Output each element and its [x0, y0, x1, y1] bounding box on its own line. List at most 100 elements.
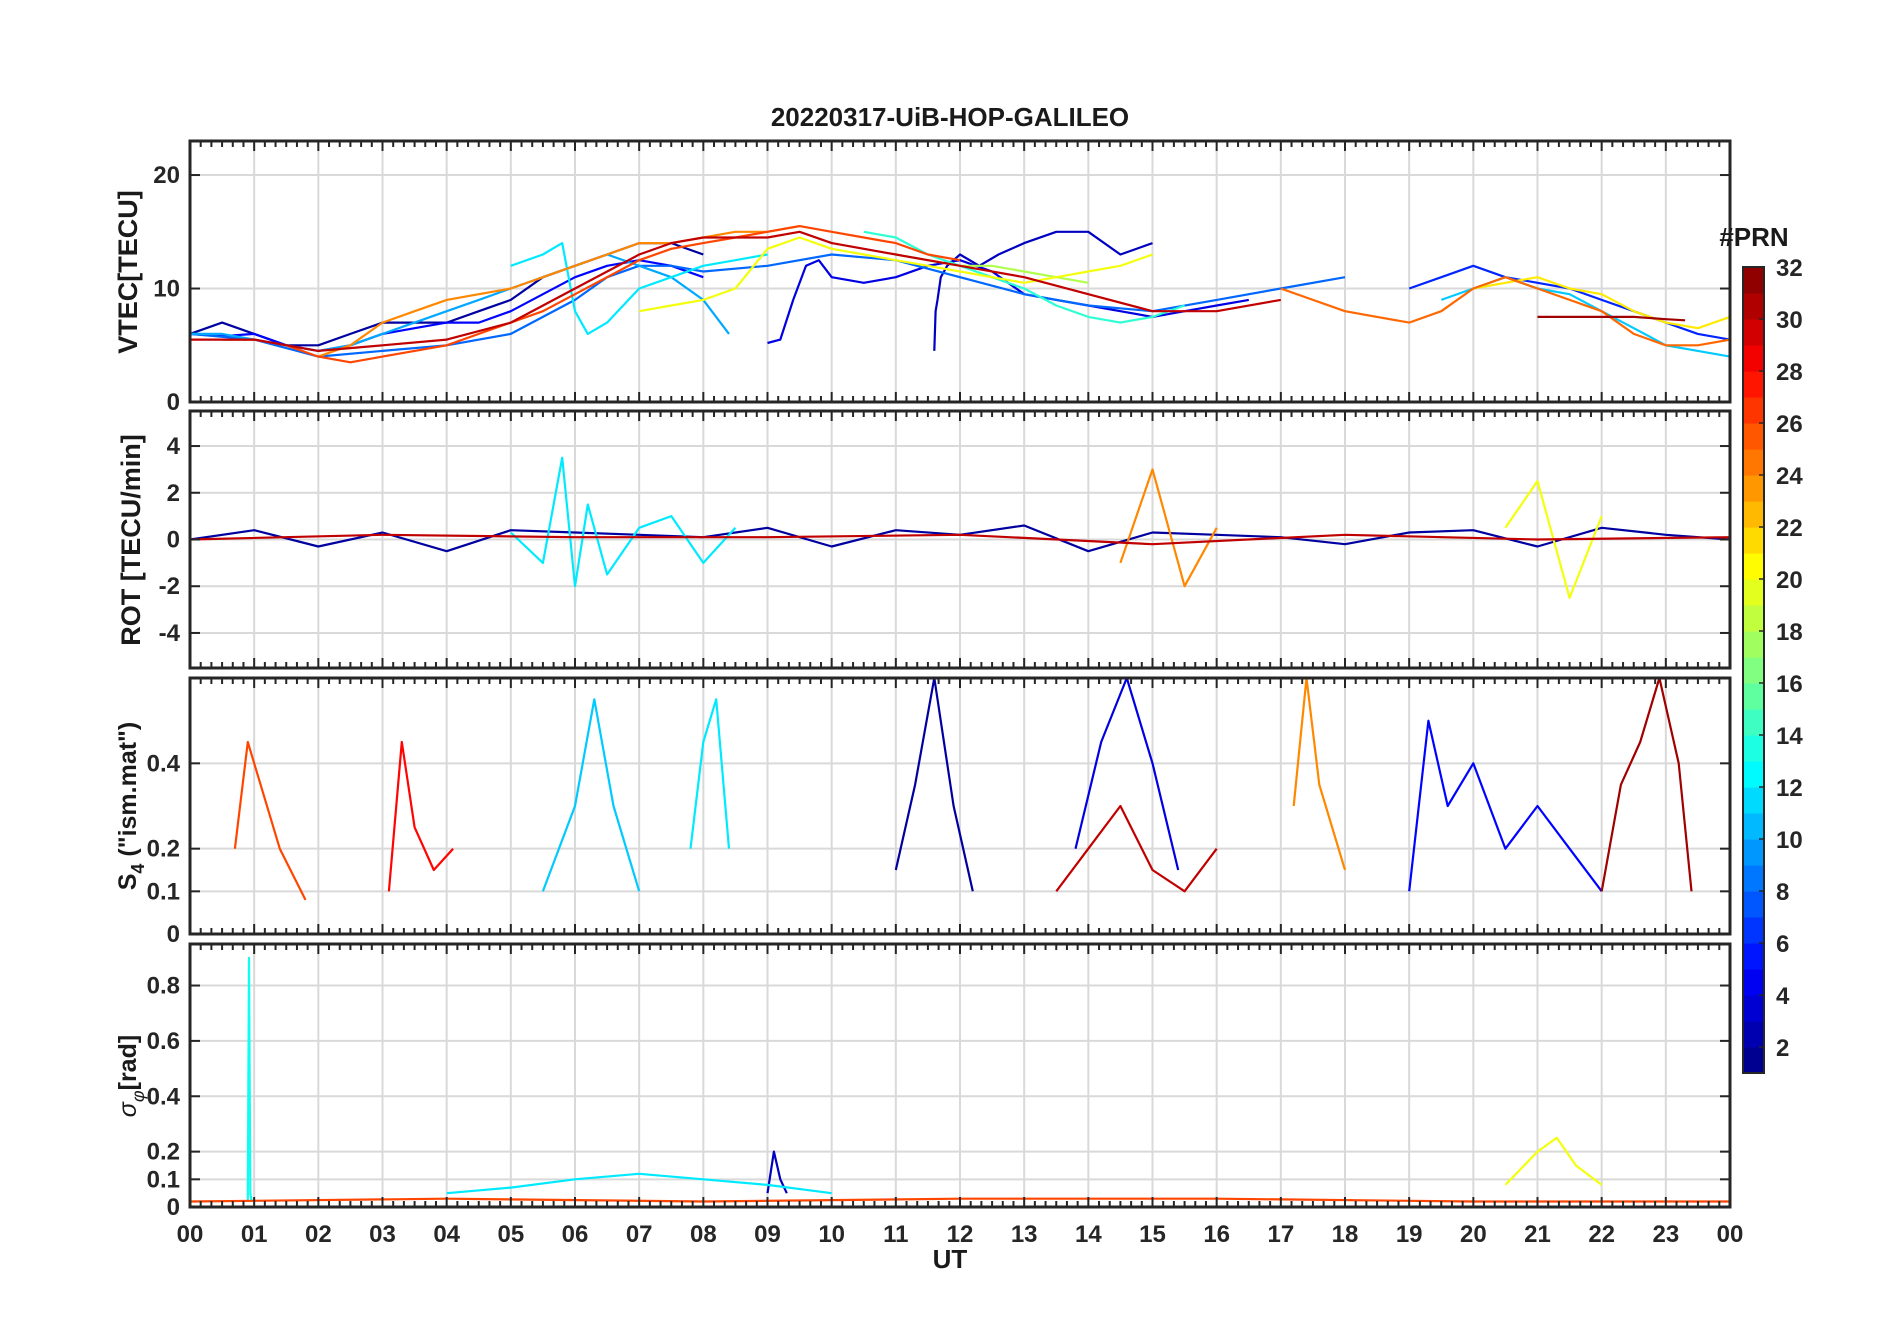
colorbar-frame — [1742, 266, 1765, 1074]
colorbar-segment — [1743, 579, 1764, 606]
y-tick-label: 2 — [167, 480, 180, 507]
y-tick-label: 0.2 — [147, 1139, 180, 1166]
chart-title: 20220317-UiB-HOP-GALILEO — [771, 102, 1129, 132]
series-prn-24 — [317, 225, 800, 358]
colorbar-tick-label: 2 — [1776, 1035, 1789, 1062]
colorbar-tick-label: 26 — [1776, 411, 1803, 438]
series-prn-20 — [1504, 1136, 1603, 1186]
colorbar-segment — [1743, 553, 1764, 580]
colorbar-segment — [1743, 449, 1764, 476]
x-tick-label: 10 — [818, 1221, 845, 1248]
colorbar-segment — [1743, 293, 1764, 320]
series-prn-11 — [541, 698, 641, 892]
colorbar-tick-label: 22 — [1776, 515, 1803, 542]
panel-vtec: 0 10 20 VTEC[TECU] — [113, 139, 1732, 416]
x-tick-label: 13 — [1011, 1221, 1038, 1248]
colorbar-segment — [1743, 371, 1764, 398]
x-tick-label: 01 — [241, 1221, 268, 1248]
colorbar-segment — [1743, 345, 1764, 372]
panel-rot: -4 -2 0 2 4 ROT [TECU/min] — [116, 409, 1732, 670]
series-prn-13 — [246, 956, 253, 1202]
ylabel-sigma-rest: [rad] — [114, 1035, 142, 1091]
panel-rot-grid — [190, 411, 1730, 668]
colorbar-segment — [1743, 735, 1764, 762]
colorbar-segment — [1743, 787, 1764, 814]
x-tick-label: 16 — [1203, 1221, 1230, 1248]
panel-sigma_phi-ylabel: σφ[rad] — [114, 1035, 148, 1117]
series-prn-12 — [510, 456, 737, 588]
colorbar-label: #PRN — [1719, 222, 1788, 252]
panel-rot-ylabel: ROT [TECU/min] — [116, 434, 146, 645]
series-prn-25 — [1280, 276, 1730, 347]
series-prn-20 — [639, 236, 1153, 313]
x-tick-label: 07 — [626, 1221, 653, 1248]
colorbar-segment — [1743, 813, 1764, 840]
y-tick-label: 0.6 — [147, 1028, 180, 1055]
colorbar-segment — [1743, 969, 1764, 996]
colorbar-tick-label: 4 — [1776, 983, 1790, 1010]
x-tick-label: 03 — [369, 1221, 396, 1248]
x-tick-label: 02 — [305, 1221, 332, 1248]
x-axis-label: UT — [933, 1244, 968, 1274]
x-tick-label: 21 — [1524, 1221, 1551, 1248]
series-prn-26 — [222, 225, 961, 364]
colorbar-segment — [1743, 267, 1764, 294]
y-tick-label: 0.8 — [147, 973, 180, 1000]
panel-s4-ylabel: S4 ("ism.mat") — [114, 722, 148, 891]
colorbar-segment — [1743, 839, 1764, 866]
ylabel-s-subscript: 4 — [128, 864, 148, 874]
series-prn-31 — [1537, 315, 1686, 322]
ylabel-s-main: S — [114, 874, 142, 891]
colorbar-segment — [1743, 501, 1764, 528]
series-prn-12 — [446, 1172, 832, 1195]
y-tick-label: 20 — [153, 162, 180, 189]
x-tick-label: 04 — [433, 1221, 460, 1248]
panel-vtec-frame — [188, 139, 1732, 404]
panel-s4-series — [233, 678, 1693, 901]
colorbar-segment — [1743, 397, 1764, 424]
x-tick-label: 00 — [177, 1221, 204, 1248]
series-prn-30 — [190, 533, 1730, 546]
colorbar-segment — [1743, 1021, 1764, 1048]
series-prn-5 — [190, 259, 704, 352]
series-prn-4 — [1074, 678, 1180, 871]
series-prn-2 — [894, 678, 974, 892]
y-tick-label: 0 — [167, 921, 180, 948]
colorbar-tick-label: 8 — [1776, 879, 1789, 906]
x-tick-label: 14 — [1075, 1221, 1102, 1248]
panel-s4-frame — [188, 676, 1732, 936]
panel-sigma_phi-frame — [188, 942, 1732, 1209]
colorbar-tick-label: 12 — [1776, 775, 1803, 802]
colorbar-tick-label: 20 — [1776, 567, 1803, 594]
series-prn-26 — [233, 740, 307, 901]
y-tick-label: 0.1 — [147, 1166, 180, 1193]
panel-sigma_phi-grid — [190, 944, 1730, 1208]
x-tick-label: 23 — [1652, 1221, 1679, 1248]
colorbar-segment — [1743, 631, 1764, 658]
series-prn-28 — [387, 740, 454, 892]
series-prn-24 — [1292, 678, 1347, 871]
x-tick-label: 12 — [947, 1221, 974, 1248]
y-tick-label: -2 — [159, 573, 180, 600]
colorbar-tick-label: 28 — [1776, 359, 1803, 386]
colorbar-segment — [1743, 709, 1764, 736]
colorbar-segment — [1743, 475, 1764, 502]
y-tick-label: 10 — [153, 276, 180, 303]
x-tick-label: 15 — [1139, 1221, 1166, 1248]
colorbar-segment — [1743, 683, 1764, 710]
colorbar-tick-label: 16 — [1776, 671, 1803, 698]
colorbar-tick-label: 32 — [1776, 255, 1803, 282]
y-tick-label: -4 — [159, 620, 181, 647]
x-tick-label: 09 — [754, 1221, 781, 1248]
series-prn-12 — [689, 698, 731, 849]
colorbar-segment — [1743, 943, 1764, 970]
colorbar-segment — [1743, 761, 1764, 788]
colorbar-segment — [1743, 423, 1764, 450]
colorbar-tick-label: 6 — [1776, 931, 1789, 958]
colorbar-segment — [1743, 917, 1764, 944]
colorbar-segment — [1743, 891, 1764, 918]
ylabel-phi-subscript: φ — [128, 1090, 148, 1102]
colorbar-tick-label: 10 — [1776, 827, 1803, 854]
